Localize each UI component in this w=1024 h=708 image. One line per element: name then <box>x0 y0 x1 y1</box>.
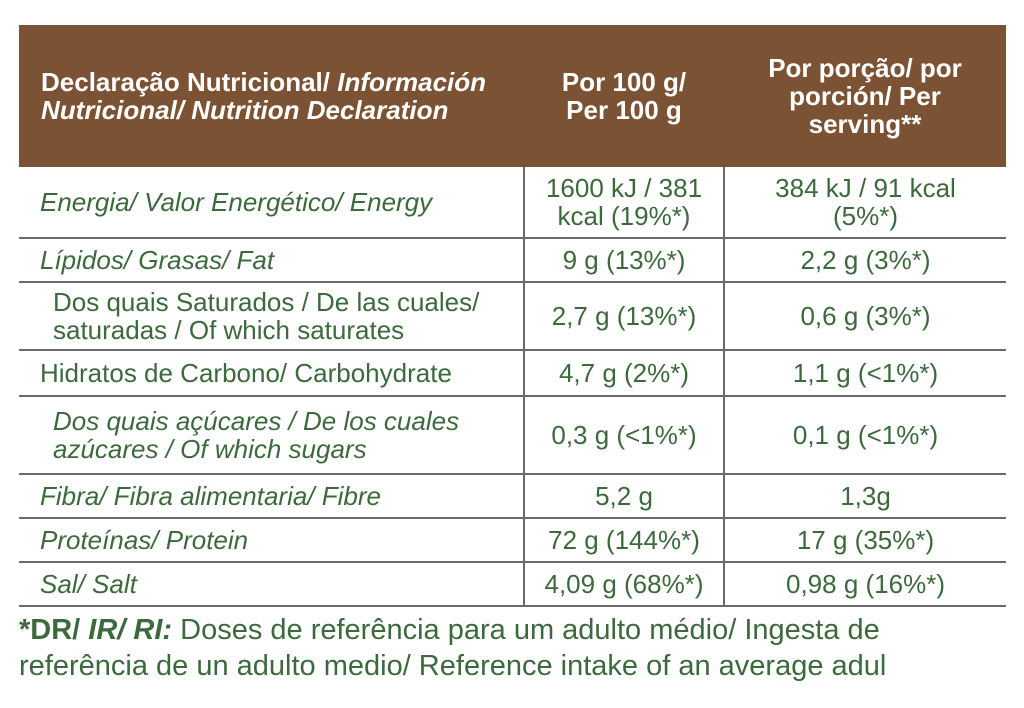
nutrition-table-frame: Declaração Nutricional/ Información Nutri… <box>19 25 1006 607</box>
row-per-serving: 0,6 g (3%*) <box>723 282 1006 351</box>
table-row-salt: Sal/ Salt 4,09 g (68%*) 0,98 g (16%*) <box>19 562 1006 607</box>
header-per-serving: Por porção/ por porción/ Per serving** <box>724 25 1006 167</box>
row-label: Energia/ Valor Energético/ Energy <box>19 167 524 239</box>
row-per-serving: 384 kJ / 91 kcal (5%*) <box>723 167 1006 239</box>
table-row-saturates: Dos quais Saturados / De las cuales/satu… <box>19 282 1006 351</box>
table-row-fibre: Fibra/ Fibra alimentaria/ Fibre 5,2 g 1,… <box>19 474 1006 519</box>
row-per-serving: 2,2 g (3%*) <box>723 238 1006 283</box>
footnote-text-line1: Doses de referência para um adulto médio… <box>172 614 880 646</box>
header-per-100g: Por 100 g/Per 100 g <box>524 25 724 167</box>
table-row-fat: Lípidos/ Grasas/ Fat 9 g (13%*) 2,2 g (3… <box>19 238 1006 283</box>
row-per-serving: 0,1 g (<1%*) <box>723 396 1006 475</box>
row-per-serving: 1,3g <box>723 474 1006 519</box>
table-row-carbohydrate: Hidratos de Carbono/ Carbohydrate 4,7 g … <box>19 350 1006 397</box>
header-declaration: Declaração Nutricional/ Información Nutri… <box>19 25 524 167</box>
footnote-dr: *DR/ <box>19 614 89 646</box>
reference-intake-footnote: *DR/ IR/ RI: Doses de referência para um… <box>19 612 1009 684</box>
row-per-100g: 1600 kJ / 381 kcal (19%*) <box>523 167 724 239</box>
row-label: Proteínas/ Protein <box>19 518 524 563</box>
table-row-energy: Energia/ Valor Energético/ Energy 1600 k… <box>19 167 1006 239</box>
row-label: Dos quais Saturados / De las cuales/satu… <box>19 282 524 351</box>
table-row-protein: Proteínas/ Protein 72 g (144%*) 17 g (35… <box>19 518 1006 563</box>
table-header-row: Declaração Nutricional/ Información Nutri… <box>19 25 1006 167</box>
row-per-100g: 4,09 g (68%*) <box>523 562 724 607</box>
row-per-100g: 72 g (144%*) <box>523 518 724 563</box>
row-per-100g: 9 g (13%*) <box>523 238 724 283</box>
table-row-sugars: Dos quais açúcares / De los cuales azúcar… <box>19 396 1006 475</box>
row-label: Dos quais açúcares / De los cuales azúcar… <box>19 396 524 475</box>
nutrition-table: Declaração Nutricional/ Información Nutri… <box>19 25 1006 607</box>
footnote-text-line2: referência de un adulto medio/ Reference… <box>19 650 887 682</box>
row-label: Hidratos de Carbono/ Carbohydrate <box>19 350 524 397</box>
row-per-100g: 4,7 g (2%*) <box>523 350 724 397</box>
row-per-100g: 2,7 g (13%*) <box>523 282 724 351</box>
row-per-serving: 0,98 g (16%*) <box>723 562 1006 607</box>
row-per-serving: 17 g (35%*) <box>723 518 1006 563</box>
row-label: Fibra/ Fibra alimentaria/ Fibre <box>19 474 524 519</box>
footnote-ir-ri: IR/ RI: <box>88 614 173 646</box>
row-per-100g: 0,3 g (<1%*) <box>523 396 724 475</box>
row-per-serving: 1,1 g (<1%*) <box>723 350 1006 397</box>
row-per-100g: 5,2 g <box>523 474 724 519</box>
row-label: Sal/ Salt <box>19 562 524 607</box>
row-label: Lípidos/ Grasas/ Fat <box>19 238 524 283</box>
